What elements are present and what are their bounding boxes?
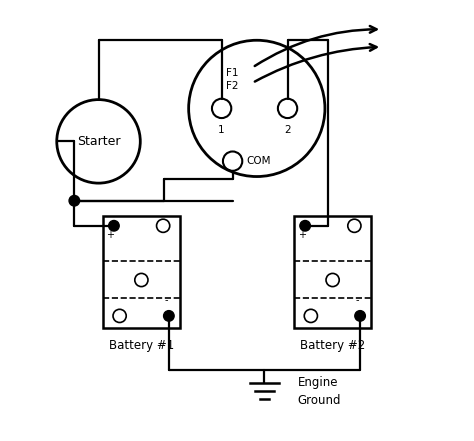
Text: -: - xyxy=(164,295,168,305)
Text: COM: COM xyxy=(246,156,271,166)
Circle shape xyxy=(69,195,80,206)
Circle shape xyxy=(164,310,174,321)
Text: Battery #1: Battery #1 xyxy=(109,339,174,352)
Text: Starter: Starter xyxy=(77,135,120,148)
Circle shape xyxy=(109,220,119,231)
Text: Battery #2: Battery #2 xyxy=(300,339,365,352)
Text: 1: 1 xyxy=(219,125,225,135)
Text: 2: 2 xyxy=(284,125,291,135)
Circle shape xyxy=(300,220,310,231)
Bar xyxy=(103,216,180,328)
Text: F1: F1 xyxy=(226,68,238,78)
Text: -: - xyxy=(356,295,359,305)
Text: F2: F2 xyxy=(226,82,238,91)
Text: +: + xyxy=(298,230,306,240)
Circle shape xyxy=(355,310,365,321)
Text: Engine
Ground: Engine Ground xyxy=(298,376,341,407)
Text: +: + xyxy=(107,230,114,240)
Bar xyxy=(294,216,371,328)
